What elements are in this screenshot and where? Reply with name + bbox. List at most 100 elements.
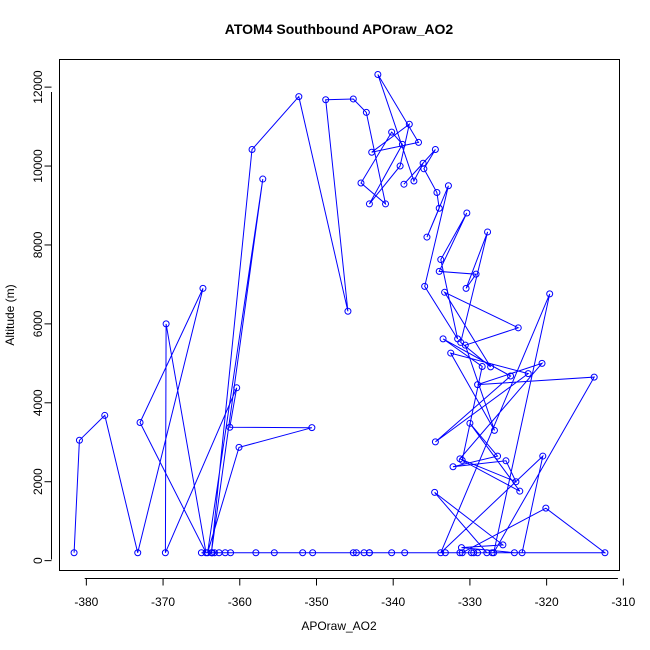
data-point xyxy=(405,120,413,128)
data-point xyxy=(136,419,144,427)
data-point xyxy=(70,549,78,557)
data-point xyxy=(199,284,207,292)
x-tick-label: -360 xyxy=(228,595,252,609)
data-point xyxy=(499,541,507,549)
data-point xyxy=(461,341,469,349)
data-point xyxy=(472,270,480,278)
data-point xyxy=(441,288,449,296)
data-point xyxy=(309,549,317,557)
data-point xyxy=(470,549,478,557)
data-point xyxy=(197,549,205,557)
data-point xyxy=(431,145,439,153)
data-point xyxy=(437,256,445,264)
x-tick-label: -350 xyxy=(304,595,328,609)
data-point xyxy=(474,549,482,557)
data-point xyxy=(101,411,109,419)
x-tick-label: -310 xyxy=(611,595,635,609)
data-point xyxy=(590,373,598,381)
x-axis-label: APOraw_AO2 xyxy=(301,619,377,633)
data-point xyxy=(444,182,452,190)
data-point xyxy=(601,549,609,557)
data-point xyxy=(423,233,431,241)
data-point xyxy=(449,463,457,471)
data-point xyxy=(546,290,554,298)
data-point xyxy=(226,423,234,431)
y-axis-label: Altitude (m) xyxy=(3,284,17,345)
data-point xyxy=(539,452,547,460)
data-point xyxy=(362,108,370,116)
data-point xyxy=(161,549,169,557)
data-point xyxy=(75,436,83,444)
data-point xyxy=(162,320,170,328)
data-point xyxy=(401,549,409,557)
data-point xyxy=(490,426,498,434)
data-point xyxy=(299,549,307,557)
data-point xyxy=(322,96,330,104)
x-tick-label: -370 xyxy=(151,595,175,609)
data-point xyxy=(462,284,470,292)
data-point xyxy=(502,457,510,465)
y-tick-label: 12000 xyxy=(31,70,45,104)
data-point xyxy=(349,95,357,103)
data-point xyxy=(396,162,404,170)
data-point xyxy=(518,549,526,557)
data-point xyxy=(478,362,486,370)
data-point xyxy=(487,363,495,371)
x-axis-ticks: -380 -370 -360 -350 -340 -330 -320 -310 xyxy=(74,578,636,609)
data-point xyxy=(483,549,491,557)
data-point xyxy=(270,549,278,557)
data-point xyxy=(488,549,496,557)
plot-area-frame xyxy=(59,59,620,571)
x-tick-label: -380 xyxy=(74,595,98,609)
data-point xyxy=(134,549,142,557)
data-point xyxy=(208,549,216,557)
data-point xyxy=(458,549,466,557)
y-tick-label: 6000 xyxy=(31,310,45,337)
y-axis-ticks: 0 2000 4000 6000 8000 10000 12000 xyxy=(31,70,52,564)
data-point xyxy=(259,175,267,183)
data-point xyxy=(368,148,376,156)
data-point xyxy=(233,384,241,392)
data-point xyxy=(365,200,373,208)
y-tick-label: 10000 xyxy=(31,149,45,183)
y-tick-label: 0 xyxy=(31,557,45,564)
data-point xyxy=(435,204,443,212)
data-point xyxy=(410,177,418,185)
data-point xyxy=(349,549,357,557)
data-point xyxy=(235,443,243,451)
data-point xyxy=(415,138,423,146)
data-point xyxy=(516,487,524,495)
y-tick-label: 2000 xyxy=(31,468,45,495)
x-tick-label: -330 xyxy=(458,595,482,609)
data-point xyxy=(421,282,429,290)
data-point xyxy=(435,267,443,275)
data-point xyxy=(538,359,546,367)
data-point xyxy=(227,549,235,557)
data-point xyxy=(431,438,439,446)
data-point xyxy=(248,145,256,153)
y-tick-label: 4000 xyxy=(31,389,45,416)
data-point xyxy=(357,179,365,187)
y-tick-label: 8000 xyxy=(31,231,45,258)
x-tick-label: -320 xyxy=(535,595,559,609)
data-point xyxy=(441,549,449,557)
data-point xyxy=(344,307,352,315)
data-point xyxy=(252,549,260,557)
data-point xyxy=(420,165,428,173)
x-tick-label: -340 xyxy=(381,595,405,609)
data-point xyxy=(388,549,396,557)
data-point xyxy=(542,504,550,512)
data-point xyxy=(466,419,474,427)
data-point xyxy=(398,140,406,148)
data-point xyxy=(360,549,368,557)
data-point xyxy=(524,370,532,378)
data-point xyxy=(510,549,518,557)
data-point xyxy=(382,200,390,208)
data-point xyxy=(437,549,445,557)
data-point xyxy=(463,209,471,217)
data-point xyxy=(388,128,396,136)
data-point xyxy=(365,549,373,557)
data-point xyxy=(514,324,522,332)
data-point xyxy=(447,349,455,357)
